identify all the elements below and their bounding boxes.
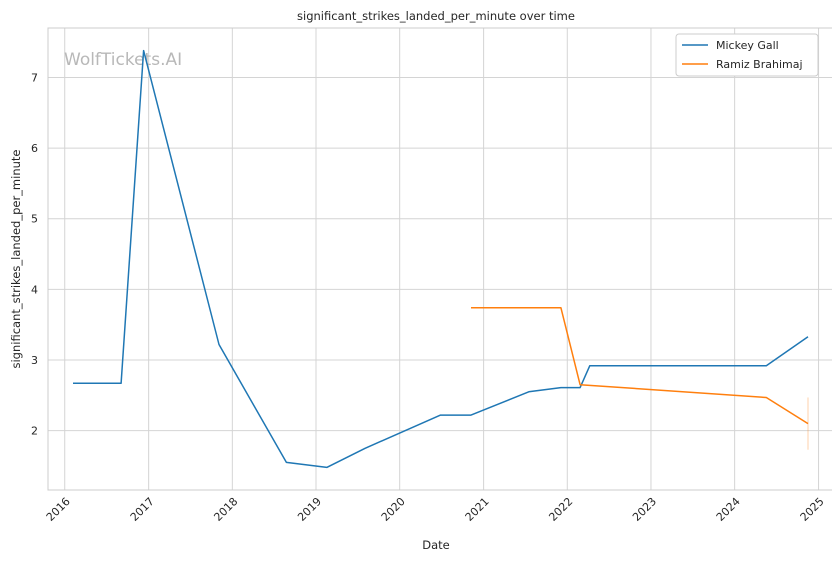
series-lines <box>73 49 809 469</box>
chart-title: significant_strikes_landed_per_minute ov… <box>297 9 575 23</box>
legend-label-mickey-gall: Mickey Gall <box>716 39 779 52</box>
x-tick-label: 2023 <box>630 495 659 524</box>
legend-label-ramiz-brahimaj: Ramiz Brahimaj <box>716 58 803 71</box>
x-axis-ticks: 2016 2017 2018 2019 2020 2021 2022 2023 2024 2025 <box>44 495 827 524</box>
x-axis-label: Date <box>422 538 450 552</box>
x-tick-label: 2021 <box>463 495 492 524</box>
y-axis-label: significant_strikes_landed_per_minute <box>9 150 23 369</box>
grid-lines <box>48 28 832 490</box>
x-tick-label: 2019 <box>295 495 324 524</box>
y-axis-ticks: 2 3 4 5 6 7 <box>31 71 38 437</box>
plot-frame <box>47 27 832 491</box>
watermark: WolfTickets.AI <box>64 50 182 70</box>
legend: Mickey Gall Ramiz Brahimaj <box>675 33 819 77</box>
y-tick-label: 6 <box>31 142 38 155</box>
x-tick-label: 2017 <box>128 495 157 524</box>
y-tick-label: 5 <box>31 213 38 226</box>
x-tick-label: 2018 <box>211 495 240 524</box>
legend-box <box>675 33 819 77</box>
y-tick-label: 7 <box>31 71 38 84</box>
series-line-mickey-gall <box>73 49 809 469</box>
x-tick-label: 2022 <box>546 495 575 524</box>
series-line-ramiz-brahimaj <box>471 306 809 425</box>
x-tick-label: 2016 <box>44 495 73 524</box>
x-tick-label: 2024 <box>714 495 743 524</box>
y-tick-label: 3 <box>31 354 38 367</box>
x-tick-label: 2025 <box>798 495 827 524</box>
y-tick-label: 4 <box>31 283 38 296</box>
y-tick-label: 2 <box>31 425 38 438</box>
x-tick-label: 2020 <box>379 495 408 524</box>
